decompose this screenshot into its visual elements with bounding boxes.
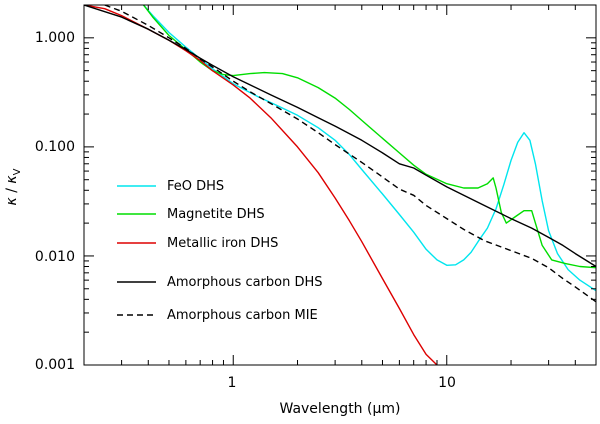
- y-tick-label-1.000: 1.000: [35, 30, 75, 46]
- x-tick-label-10: 10: [438, 375, 456, 391]
- y-axis-title: κ / κV: [4, 168, 23, 205]
- y-tick-label-0.001: 0.001: [35, 357, 75, 373]
- y-tick-label-0.010: 0.010: [35, 249, 75, 265]
- legend-label-feo: FeO DHS: [167, 179, 224, 194]
- legend-label-magnetite: Magnetite DHS: [167, 207, 265, 222]
- legend: FeO DHS Magnetite DHS Metallic iron DHS …: [117, 179, 323, 323]
- legend-label-carbon-mie: Amorphous carbon MIE: [167, 308, 318, 323]
- x-axis-title: Wavelength (μm): [280, 401, 401, 417]
- series-line-amorphous-carbon-dhs: [84, 5, 596, 268]
- series-layer: [84, 5, 596, 365]
- legend-label-carbon-dhs: Amorphous carbon DHS: [167, 275, 323, 290]
- series-line-magnetite-dhs: [142, 5, 596, 269]
- legend-label-iron: Metallic iron DHS: [167, 236, 278, 251]
- series-line-amorphous-carbon-mie: [104, 5, 596, 303]
- tick-layer: [83, 4, 597, 366]
- x-tick-label-1: 1: [228, 375, 237, 391]
- y-tick-label-0.100: 0.100: [35, 139, 75, 155]
- series-line-feo-dhs: [142, 5, 596, 292]
- plot-frame: [83, 4, 597, 366]
